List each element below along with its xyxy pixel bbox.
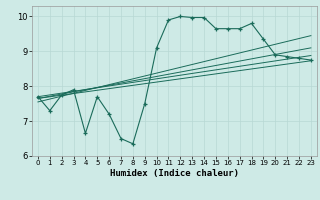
X-axis label: Humidex (Indice chaleur): Humidex (Indice chaleur) <box>110 169 239 178</box>
